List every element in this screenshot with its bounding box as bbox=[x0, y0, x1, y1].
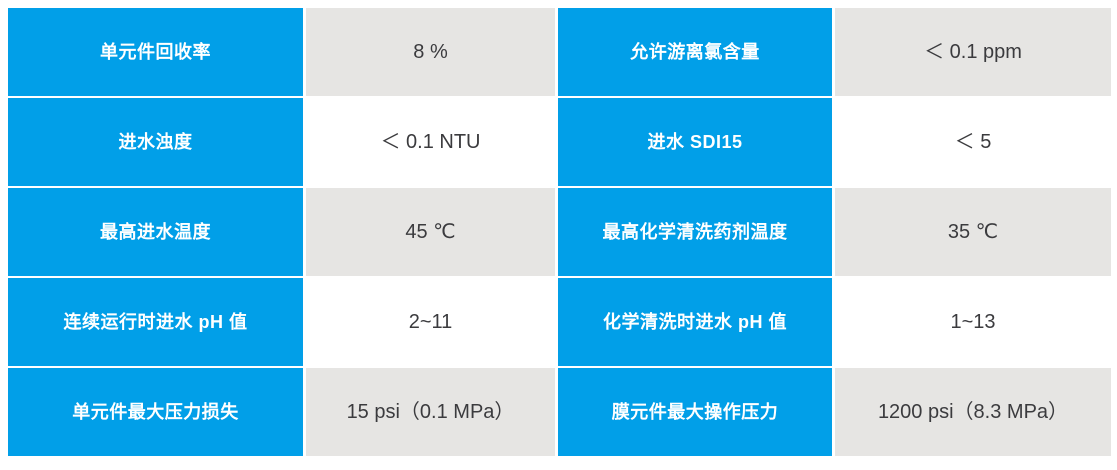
spec-value-cell: ＜ 0.1 ppm bbox=[835, 8, 1111, 96]
spec-value-cell: 45 ℃ bbox=[306, 188, 555, 276]
spec-value-cell: 15 psi（0.1 MPa） bbox=[306, 368, 555, 456]
spec-label-cell: 膜元件最大操作压力 bbox=[558, 368, 832, 456]
spec-value-cell: 1~13 bbox=[835, 278, 1111, 366]
spec-label-cell: 允许游离氯含量 bbox=[558, 8, 832, 96]
spec-value-cell: 35 ℃ bbox=[835, 188, 1111, 276]
spec-value-cell: ＜ 5 bbox=[835, 98, 1111, 186]
spec-label-cell: 化学清洗时进水 pH 值 bbox=[558, 278, 832, 366]
spec-label-cell: 最高化学清洗药剂温度 bbox=[558, 188, 832, 276]
spec-value-cell: 8 % bbox=[306, 8, 555, 96]
spec-value-cell: ＜ 0.1 NTU bbox=[306, 98, 555, 186]
spec-value-cell: 2~11 bbox=[306, 278, 555, 366]
spec-label-cell: 进水 SDI15 bbox=[558, 98, 832, 186]
spec-label-cell: 单元件回收率 bbox=[8, 8, 303, 96]
spec-label-cell: 连续运行时进水 pH 值 bbox=[8, 278, 303, 366]
spec-label-cell: 进水浊度 bbox=[8, 98, 303, 186]
spec-label-cell: 最高进水温度 bbox=[8, 188, 303, 276]
spec-table: 单元件回收率 8 % 允许游离氯含量 ＜ 0.1 ppm 进水浊度 ＜ 0.1 … bbox=[8, 8, 1111, 456]
spec-value-cell: 1200 psi（8.3 MPa） bbox=[835, 368, 1111, 456]
spec-label-cell: 单元件最大压力损失 bbox=[8, 368, 303, 456]
